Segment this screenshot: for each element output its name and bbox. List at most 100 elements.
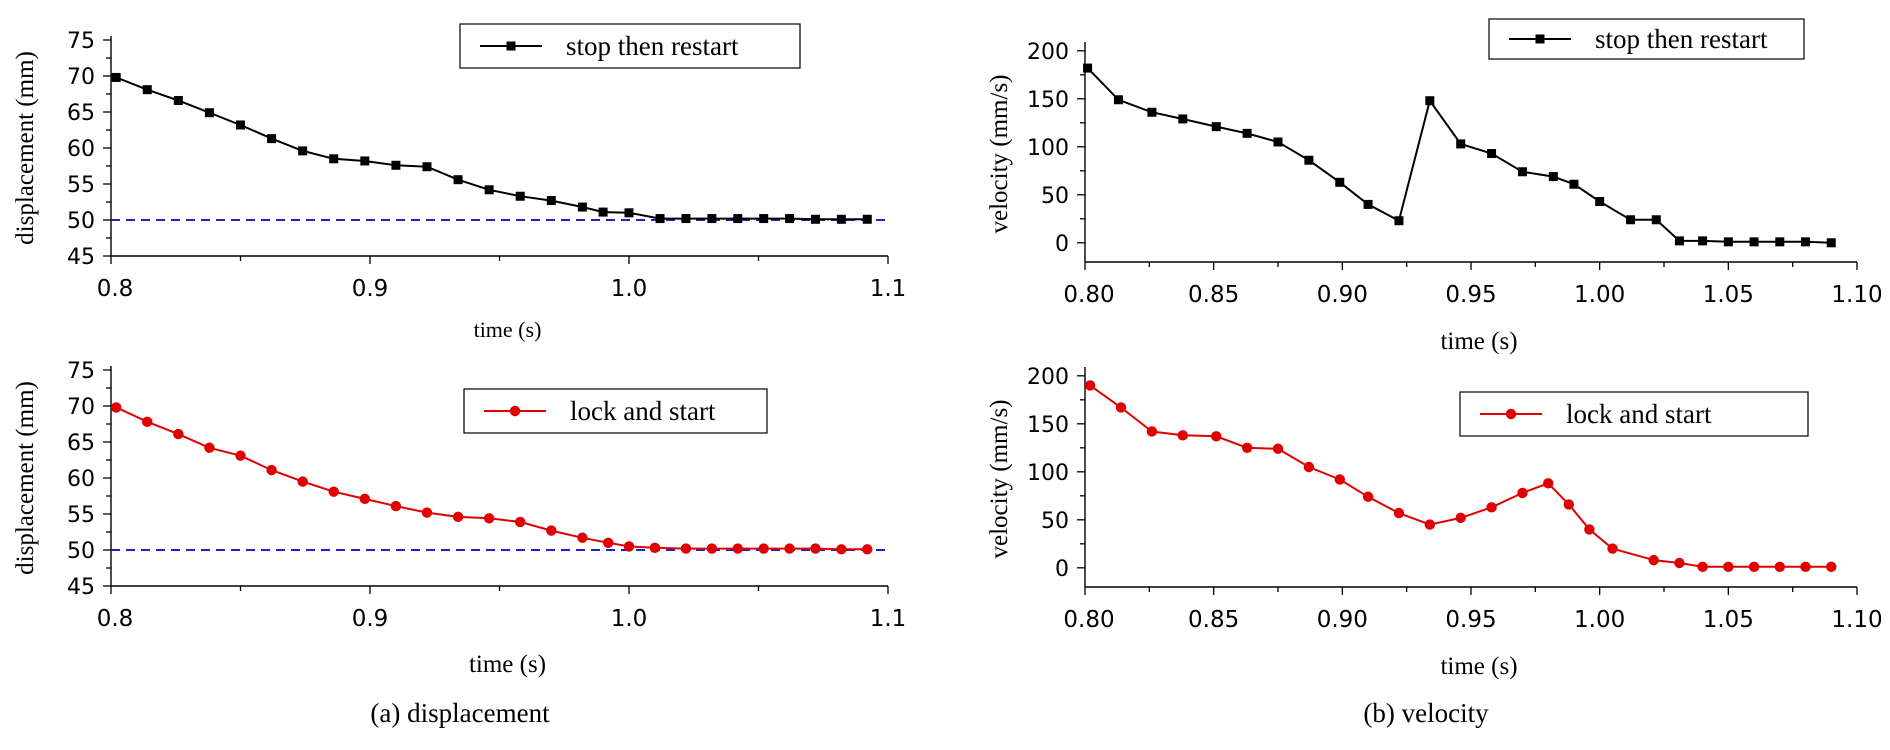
y-tick-label: 45 bbox=[67, 245, 95, 270]
data-point bbox=[1748, 561, 1760, 573]
data-point bbox=[1393, 507, 1405, 519]
y-tick-label: 65 bbox=[67, 431, 95, 456]
data-point bbox=[1455, 512, 1466, 524]
data-point bbox=[758, 543, 769, 554]
y-tick-label: 50 bbox=[67, 539, 95, 564]
data-point bbox=[1424, 519, 1436, 530]
data-point bbox=[1674, 236, 1684, 246]
data-point bbox=[707, 214, 717, 224]
data-point bbox=[328, 486, 339, 497]
x-tick-label: 1.00 bbox=[1574, 607, 1625, 633]
data-point bbox=[453, 175, 463, 185]
data-point bbox=[1272, 443, 1284, 454]
chart-vel-top: 0.80 0.85 0.90 0.95 1.00 1.05 1.10 0 50 100 150 200… bbox=[986, 18, 1883, 355]
data-point bbox=[1543, 478, 1554, 489]
x-axis-label: time (s) bbox=[1440, 653, 1517, 680]
y-tick-label: 70 bbox=[67, 395, 95, 420]
x-tick-label: 1.1 bbox=[870, 606, 907, 632]
y-tick-label: 200 bbox=[1027, 365, 1069, 390]
x-tick-label: 1.05 bbox=[1703, 607, 1754, 633]
y-tick-label: 50 bbox=[67, 209, 95, 234]
x-axis-label: time (s) bbox=[1440, 328, 1517, 355]
x-tick-label: 1.10 bbox=[1831, 607, 1882, 633]
series-line bbox=[115, 76, 868, 221]
data-point bbox=[483, 513, 495, 524]
data-point bbox=[1595, 197, 1605, 207]
data-point bbox=[577, 202, 587, 212]
x-tick-label: 0.8 bbox=[97, 606, 134, 632]
data-point bbox=[1273, 137, 1283, 147]
data-point bbox=[862, 544, 873, 555]
data-point bbox=[1083, 63, 1093, 73]
data-point bbox=[484, 185, 494, 195]
data-point bbox=[1084, 380, 1096, 391]
data-point bbox=[359, 493, 371, 505]
data-point bbox=[810, 214, 820, 224]
data-point bbox=[235, 450, 246, 461]
data-point bbox=[1749, 237, 1759, 247]
x-tick-label: 0.80 bbox=[1063, 282, 1114, 308]
y-axis-label: displacement (mm) bbox=[12, 51, 39, 245]
data-point bbox=[1774, 561, 1786, 573]
data-point bbox=[810, 543, 821, 554]
y-tick-label: 200 bbox=[1027, 40, 1069, 65]
data-point bbox=[1487, 149, 1497, 159]
data-point bbox=[173, 428, 184, 440]
x-tick-label: 0.90 bbox=[1317, 282, 1368, 308]
data-point bbox=[1801, 237, 1811, 247]
data-point bbox=[1115, 402, 1127, 413]
data-point bbox=[546, 525, 557, 536]
data-point bbox=[1697, 561, 1708, 573]
data-point bbox=[204, 442, 215, 453]
y-tick-label: 55 bbox=[67, 503, 95, 528]
series-line bbox=[1086, 67, 1832, 244]
data-point bbox=[1178, 114, 1188, 124]
data-point bbox=[732, 543, 743, 554]
data-point bbox=[1363, 199, 1373, 209]
data-point bbox=[1362, 491, 1374, 502]
y-tick-label: 45 bbox=[67, 575, 95, 600]
x-tick-label: 1.0 bbox=[611, 606, 648, 632]
data-point bbox=[577, 532, 588, 543]
data-point bbox=[681, 214, 691, 224]
data-point bbox=[1584, 524, 1595, 535]
y-tick-label: 100 bbox=[1027, 136, 1069, 161]
data-point bbox=[1826, 238, 1836, 248]
x-tick-label: 0.9 bbox=[352, 276, 389, 302]
data-point bbox=[836, 214, 846, 224]
data-point bbox=[111, 72, 121, 82]
data-point bbox=[173, 95, 183, 105]
x-tick-label: 0.90 bbox=[1317, 607, 1368, 633]
y-tick-label: 75 bbox=[67, 29, 95, 54]
legend-marker bbox=[509, 405, 521, 417]
data-point bbox=[110, 402, 122, 413]
data-point bbox=[1626, 215, 1636, 225]
data-point bbox=[360, 156, 370, 166]
data-point bbox=[1303, 461, 1315, 473]
legend-marker bbox=[1535, 34, 1545, 44]
data-point bbox=[266, 464, 277, 476]
x-tick-label: 0.95 bbox=[1445, 607, 1496, 633]
data-point bbox=[1723, 237, 1733, 247]
data-point bbox=[1569, 179, 1579, 189]
data-point bbox=[391, 160, 401, 170]
data-point bbox=[1304, 155, 1314, 165]
y-tick-label: 0 bbox=[1055, 232, 1069, 257]
data-point bbox=[1211, 431, 1222, 442]
legend-marker bbox=[1505, 408, 1517, 420]
y-tick-label: 0 bbox=[1055, 557, 1069, 582]
legend-marker bbox=[506, 41, 516, 51]
data-point bbox=[267, 134, 277, 144]
data-point bbox=[142, 416, 153, 428]
chart-disp-bottom: 0.8 0.9 1.0 1.1 45 50 55 60 65 70 75 time (s) displa… bbox=[12, 359, 906, 678]
data-point bbox=[624, 208, 634, 218]
y-tick-label: 70 bbox=[67, 65, 95, 90]
data-point bbox=[1177, 430, 1188, 441]
data-point bbox=[649, 542, 661, 554]
x-tick-label: 1.0 bbox=[611, 276, 648, 302]
chart-disp-top: 0.8 0.9 1.0 1.1 45 50 55 60 65 70 75 time (s) displa… bbox=[12, 23, 906, 342]
data-point bbox=[515, 516, 526, 528]
data-point bbox=[515, 191, 525, 201]
data-point bbox=[862, 214, 872, 224]
data-point bbox=[759, 214, 769, 224]
